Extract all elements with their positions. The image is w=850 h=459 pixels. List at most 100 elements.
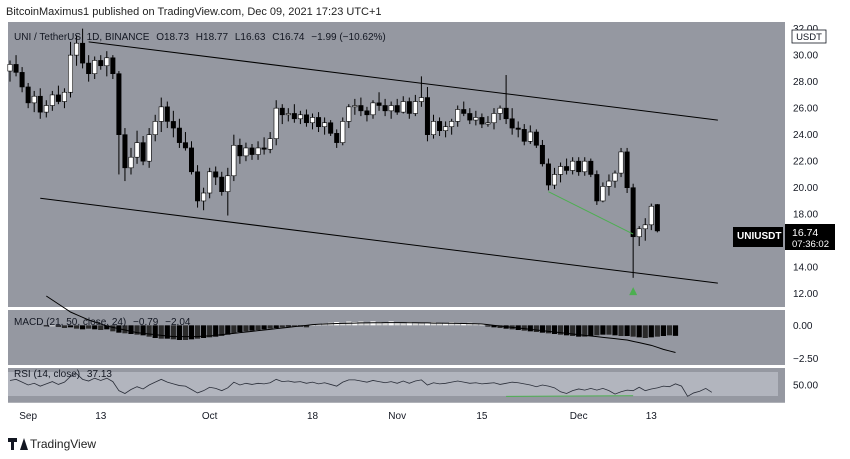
price-tag-countdown: 07:36:02	[792, 239, 829, 250]
candle-bull	[207, 171, 213, 194]
publish-line: BitcoinMaximus1 published on TradingView…	[6, 6, 382, 18]
macd-histogram-bar	[539, 325, 545, 333]
candle-bear	[80, 42, 86, 64]
candle-bear	[588, 160, 594, 175]
tradingview-footer[interactable]: TradingView	[8, 437, 96, 451]
macd-histogram-bar	[551, 325, 558, 334]
candle-bull	[267, 138, 273, 150]
candle-bull	[430, 121, 436, 135]
bullish-divergence-marker	[629, 287, 638, 296]
candle-bear	[406, 101, 412, 114]
candle-bull	[370, 102, 376, 116]
macd-histogram-bar	[255, 325, 261, 330]
macd-histogram-bar	[630, 325, 636, 337]
macd-histogram-bar	[527, 325, 533, 332]
price-axis-tick: 20.00	[793, 183, 818, 194]
time-axis-tick: Oct	[202, 411, 218, 422]
candle-bull	[418, 97, 424, 102]
time-axis-tick: 18	[307, 411, 319, 422]
candle-bear	[176, 127, 182, 143]
candle-bear	[140, 142, 146, 162]
macd-histogram-bar	[73, 325, 80, 329]
candle-bull	[68, 54, 74, 93]
candle-bull	[527, 131, 533, 142]
time-axis-tick: Dec	[570, 411, 588, 422]
rsi-legend: RSI (14, close) 37.13	[14, 369, 112, 380]
macd-histogram-bar	[152, 325, 158, 338]
candle-bull	[551, 174, 557, 186]
macd-histogram-bar	[182, 325, 189, 340]
macd-histogram-bar	[285, 325, 291, 327]
channel-trend-line	[40, 197, 718, 284]
macd-histogram-bar	[249, 325, 255, 331]
candle-bear	[219, 176, 225, 192]
macd-histogram-bar	[545, 325, 552, 334]
candle-bear	[55, 94, 61, 102]
candle-bear	[630, 187, 636, 238]
symbol-title: UNI / TetherUS, 1D, BINANCE O18.73 H18.7…	[14, 32, 386, 43]
macd-histogram-bar	[243, 325, 249, 332]
time-axis-tick: Nov	[388, 411, 406, 422]
candle-bull	[642, 224, 648, 230]
candle-bear	[479, 117, 485, 125]
macd-histogram-bar	[570, 325, 576, 336]
macd-histogram-bar	[92, 325, 98, 330]
candle-bull	[449, 121, 455, 128]
candle-bull	[340, 121, 346, 143]
time-axis-tick: 15	[476, 411, 488, 422]
macd-histogram-bar	[176, 325, 182, 340]
candle-bear	[437, 121, 443, 131]
macd-histogram-bar	[49, 325, 55, 327]
macd-histogram-bar	[406, 322, 412, 326]
candle-bull	[412, 101, 418, 114]
macd-histogram-bar	[352, 322, 358, 326]
macd-histogram-bar	[188, 325, 195, 340]
macd-histogram-bar	[213, 325, 219, 337]
macd-histogram-bar	[225, 325, 231, 335]
candle-bull	[606, 180, 612, 187]
currency-badge[interactable]	[791, 29, 827, 44]
candle-bull	[455, 109, 461, 122]
candle-bear	[316, 117, 322, 128]
candle-bull	[7, 64, 13, 72]
candle-bull	[49, 94, 55, 106]
candle-bear	[624, 151, 630, 188]
candle-bull	[322, 122, 328, 128]
candle-bull	[600, 186, 606, 202]
macd-histogram-bar	[291, 325, 297, 327]
candle-bull	[43, 105, 49, 113]
candle-bull	[473, 117, 479, 121]
candle-bull	[104, 57, 110, 67]
candle-bull	[201, 192, 207, 202]
macd-histogram-bar	[110, 325, 116, 332]
price-tag	[733, 227, 783, 247]
candle-bear	[334, 133, 340, 143]
candle-bull	[558, 166, 564, 175]
candle-bear	[19, 72, 25, 88]
macd-histogram-bar	[491, 325, 497, 328]
macd-histogram-bar	[61, 325, 68, 328]
price-axis-tick: 14.00	[793, 263, 818, 274]
candle-bear	[279, 107, 285, 116]
candle-bear	[539, 144, 545, 165]
candle-bull	[158, 106, 164, 122]
candle-bear	[545, 163, 551, 186]
macd-histogram-bar	[672, 325, 679, 336]
candle-bear	[261, 147, 267, 150]
candle-bear	[364, 110, 370, 116]
macd-histogram-bar	[55, 325, 61, 327]
candle-bear	[195, 171, 201, 202]
macd-histogram-bar	[618, 325, 624, 336]
macd-histogram-bar	[303, 325, 310, 328]
macd-histogram-bar	[340, 322, 346, 326]
macd-histogram-bar	[412, 322, 418, 326]
candle-bull	[146, 134, 152, 162]
candle-bull	[231, 144, 237, 177]
macd-histogram-bar	[430, 322, 437, 326]
time-axis-tick: 13	[95, 411, 107, 422]
candle-bear	[13, 64, 19, 73]
macd-histogram-bar	[624, 325, 630, 336]
candle-bull	[134, 142, 140, 158]
macd-histogram-bar	[207, 325, 213, 338]
channel-trend-line	[88, 41, 718, 121]
